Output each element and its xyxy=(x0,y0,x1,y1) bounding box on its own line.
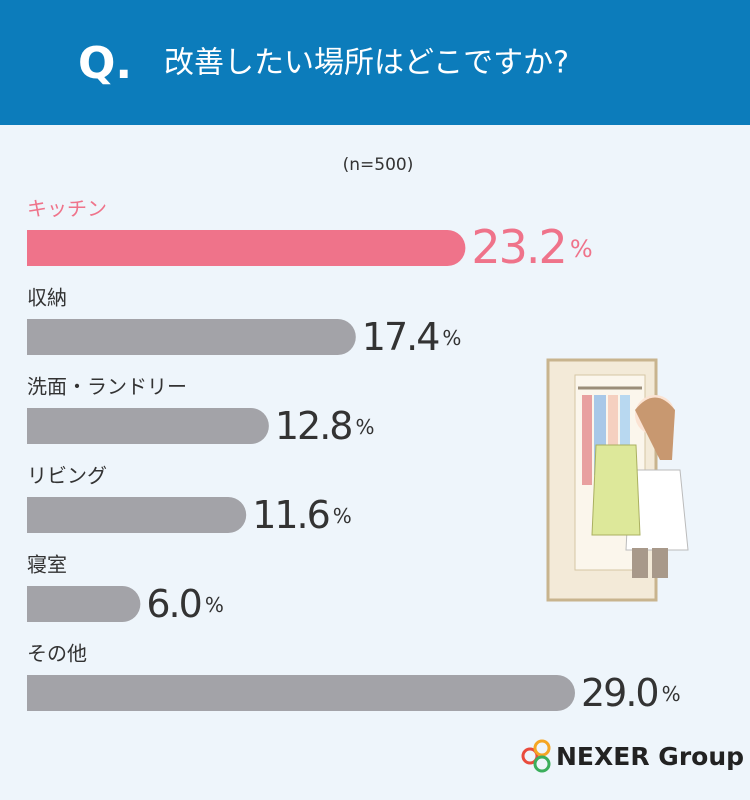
value-label: 6.0% xyxy=(146,582,222,626)
category-label: 収納 xyxy=(27,286,67,310)
value-label: 23.2% xyxy=(471,220,591,274)
bar xyxy=(27,675,575,711)
value-number: 17.4 xyxy=(362,315,439,359)
subtitle: (n=500) xyxy=(343,155,414,175)
illustration xyxy=(546,358,689,602)
value-unit: % xyxy=(662,682,680,706)
bar xyxy=(27,230,466,266)
category-label: 寝室 xyxy=(27,553,67,577)
value-label: 29.0% xyxy=(581,671,680,715)
logo-text: NEXER Group xyxy=(556,742,744,771)
value-number: 23.2 xyxy=(471,220,565,274)
value-number: 6.0 xyxy=(146,582,200,626)
value-label: 12.8% xyxy=(275,404,374,448)
header xyxy=(0,0,750,125)
value-number: 11.6 xyxy=(252,493,329,537)
value-unit: % xyxy=(333,504,351,528)
logo: NEXER Group xyxy=(521,739,744,773)
bar-square-start xyxy=(27,408,63,444)
value-unit: % xyxy=(442,326,460,350)
bar-square-start xyxy=(27,497,63,533)
value-label: 17.4% xyxy=(362,315,461,359)
category-label: 洗面・ランドリー xyxy=(27,375,187,399)
bar-square-start xyxy=(27,319,63,355)
bar xyxy=(27,408,269,444)
question-mark: Q. xyxy=(78,38,132,89)
bar-square-start xyxy=(27,586,63,622)
bar xyxy=(27,497,247,533)
category-label: その他 xyxy=(27,642,87,666)
category-label: リビング xyxy=(27,464,107,488)
value-unit: % xyxy=(355,415,373,439)
bar-square-start xyxy=(27,230,63,266)
category-label: キッチン xyxy=(27,197,107,221)
chart-title: 改善したい場所はどこですか? xyxy=(164,46,569,81)
value-unit: % xyxy=(205,593,223,617)
value-label: 11.6% xyxy=(252,493,351,537)
value-number: 12.8 xyxy=(275,404,352,448)
bar xyxy=(27,319,356,355)
value-number: 29.0 xyxy=(581,671,658,715)
bar-square-start xyxy=(27,675,63,711)
value-unit: % xyxy=(570,235,592,263)
